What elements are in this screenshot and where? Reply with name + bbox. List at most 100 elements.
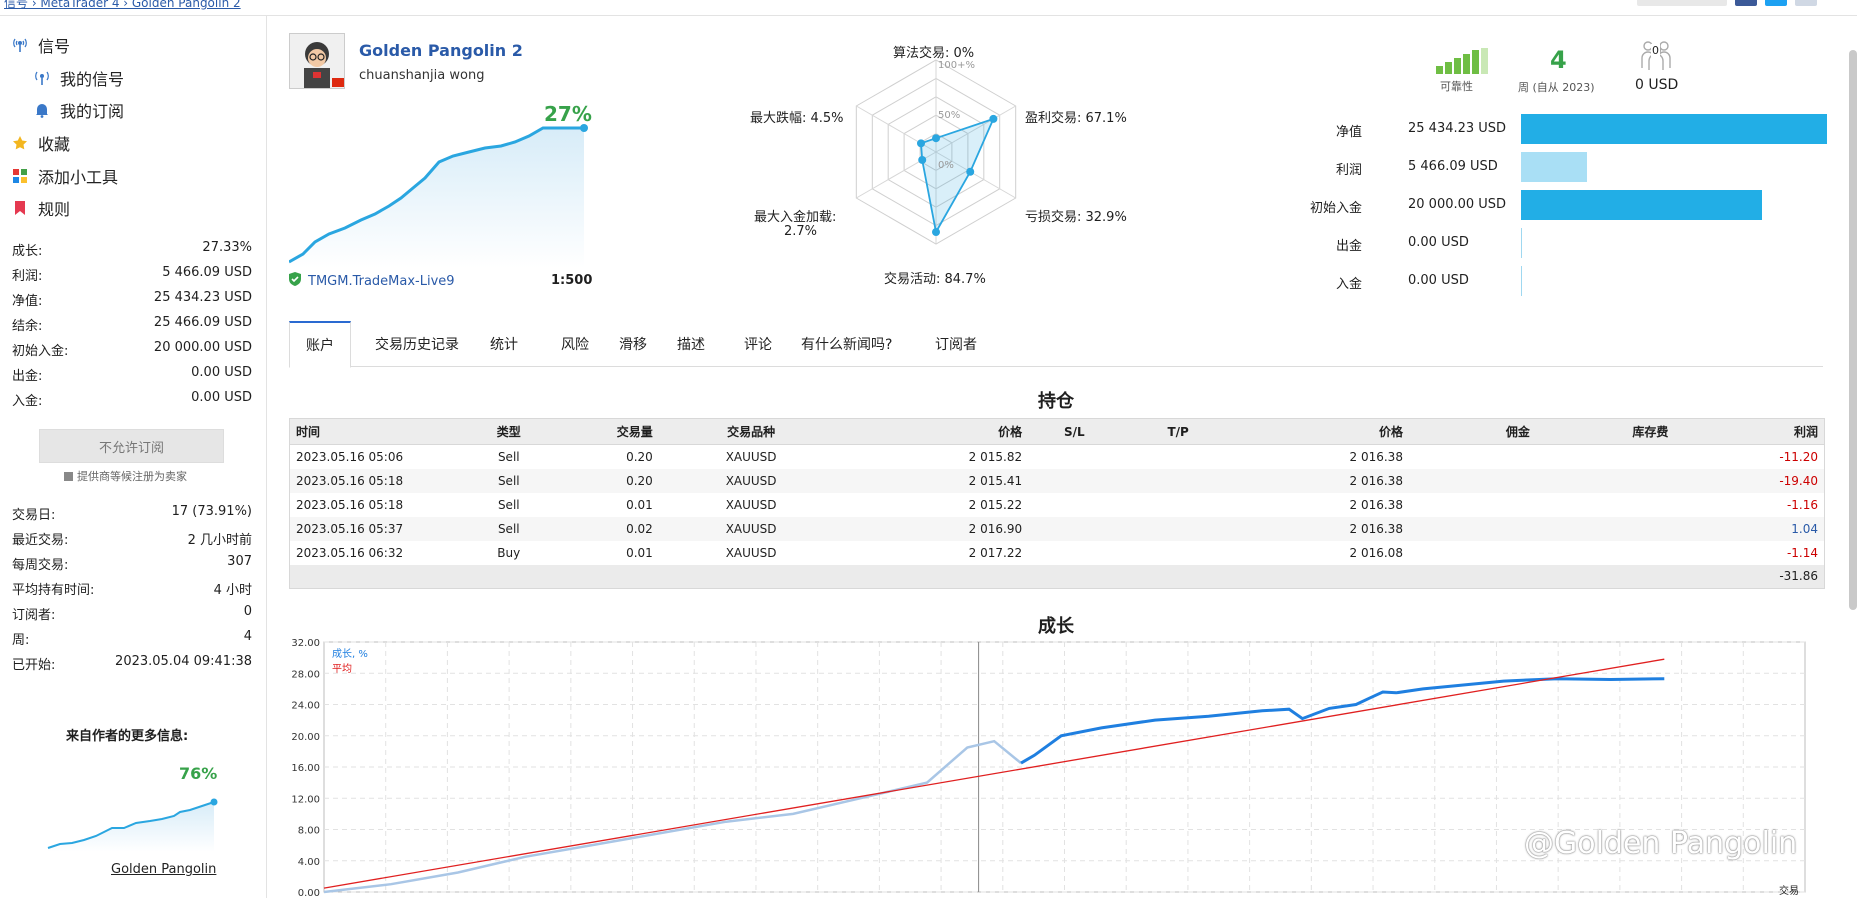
summary-bar-row: 利润 5 466.09 USD bbox=[1320, 152, 1820, 182]
tab-7[interactable]: 有什么新闻吗? bbox=[801, 337, 893, 353]
stats1-row: 出金: 0.00 USD bbox=[12, 365, 252, 384]
growth-chart[interactable]: 32.00 28.00 24.00 20.00 16.00 12.00 8.00 4.00 0.… bbox=[289, 636, 1825, 898]
radar-scale-0: 0% bbox=[938, 160, 954, 171]
tab-1[interactable]: 交易历史记录 bbox=[375, 337, 459, 353]
tab-2[interactable]: 统计 bbox=[490, 337, 518, 353]
broker-server[interactable]: TMGM.TradeMax-Live9 bbox=[288, 272, 455, 290]
growth-series bbox=[1020, 677, 1665, 765]
subscribe-note-text: 提供商等候注册为卖家 bbox=[77, 470, 187, 483]
table-cell: XAUUSD bbox=[725, 497, 777, 512]
twitter-icon[interactable] bbox=[1765, 0, 1787, 6]
table-cell bbox=[1120, 468, 1236, 493]
legend-growth: 成长, % bbox=[332, 649, 368, 660]
tab-6[interactable]: 评论 bbox=[744, 337, 772, 353]
stat-value: 0 bbox=[243, 604, 252, 619]
share-icon[interactable] bbox=[1795, 0, 1817, 6]
subscribe-note: 提供商等候注册为卖家 bbox=[64, 468, 187, 484]
sidebar-item-rules[interactable]: 规则 bbox=[12, 196, 70, 220]
facebook-icon[interactable] bbox=[1735, 0, 1757, 6]
tab-4[interactable]: 滑移 bbox=[619, 337, 647, 353]
table-cell: 2 017.22 bbox=[968, 545, 1023, 560]
table-row: 2023.05.16 05:06 Sell 0.20 XAUUSD 2 015.82 2 … bbox=[290, 445, 1825, 469]
table-row: 2023.05.16 05:18 Sell 0.01 XAUUSD 2 015.22 2 … bbox=[290, 493, 1825, 517]
bookmark-icon bbox=[12, 200, 28, 216]
radar-chart[interactable] bbox=[836, 52, 1036, 262]
summary-bar-value: 0.00 USD bbox=[1408, 273, 1469, 288]
stat-value: 25 434.23 USD bbox=[153, 290, 252, 305]
sidebar-item-signals[interactable]: 信号 bbox=[12, 33, 70, 57]
table-total-row: -31.86 bbox=[289, 564, 1825, 589]
table-cell: -1.16 bbox=[1786, 497, 1818, 512]
stats2-row: 最近交易: 2 几小时前 bbox=[12, 529, 252, 548]
stat-value: 2 几小时前 bbox=[187, 533, 252, 548]
stats1-row: 结余: 25 466.09 USD bbox=[12, 315, 252, 334]
y-tick-label: 0.00 bbox=[298, 888, 320, 898]
table-cell: 2023.05.16 05:37 bbox=[289, 516, 463, 541]
stat-label: 结余: bbox=[12, 319, 43, 334]
verified-icon bbox=[288, 272, 302, 290]
table-cell: 2 016.38 bbox=[1235, 468, 1409, 493]
breadcrumb[interactable]: 信号 › MetaTrader 4 › Golden Pangolin 2 bbox=[4, 0, 241, 10]
summary-bar-label: 入金 bbox=[1335, 277, 1362, 292]
stats2-row: 周: 4 bbox=[12, 629, 252, 648]
table-cell: XAUUSD bbox=[725, 449, 777, 464]
radar-label-algo: 算法交易: 0% bbox=[893, 46, 975, 61]
author-signal-link[interactable]: Golden Pangolin bbox=[111, 862, 217, 877]
stat-value: 0.00 USD bbox=[191, 390, 252, 405]
table-row: 2023.05.16 06:32 Buy 0.01 XAUUSD 2 017.22 2 0… bbox=[290, 541, 1825, 565]
page-scrollbar[interactable] bbox=[1849, 50, 1857, 610]
stat-value: 20 000.00 USD bbox=[153, 340, 252, 355]
sidebar-item-favorites[interactable]: 收藏 bbox=[12, 131, 70, 155]
growth-mini-chart[interactable] bbox=[289, 120, 589, 270]
table-cell bbox=[1535, 468, 1675, 493]
author-mini-chart[interactable] bbox=[40, 764, 220, 854]
table-row: 2023.05.16 05:37 Sell 0.02 XAUUSD 2 016.90 2 … bbox=[289, 516, 1825, 541]
reliability-label: 可靠性 bbox=[1440, 80, 1473, 93]
signal-name[interactable]: Golden Pangolin 2 bbox=[359, 41, 523, 60]
subscribers-value: 0 USD bbox=[1635, 77, 1679, 93]
tab-bar: 账户 交易历史记录 统计 风险 滑移 描述 评论 有什么新闻吗? 订阅者 bbox=[289, 321, 1823, 368]
table-cell: 2 016.90 bbox=[843, 516, 1029, 541]
table-cell: 0.01 bbox=[626, 497, 653, 512]
tab-3[interactable]: 风险 bbox=[561, 337, 589, 353]
sidebar-item-my-subscriptions[interactable]: 我的订阅 bbox=[34, 98, 124, 122]
avatar[interactable] bbox=[289, 33, 345, 89]
stats2-row: 已开始: 2023.05.04 09:41:38 bbox=[12, 654, 252, 673]
author-name[interactable]: chuanshanjia wong bbox=[359, 68, 485, 83]
summary-bar-row: 出金 0.00 USD bbox=[1320, 228, 1820, 258]
sidebar-item-label: 收藏 bbox=[38, 135, 71, 154]
stats1-row: 入金: 0.00 USD bbox=[12, 390, 252, 409]
summary-bar-row: 净值 25 434.23 USD bbox=[1320, 114, 1827, 144]
table-cell bbox=[1409, 445, 1536, 469]
y-tick-label: 8.00 bbox=[298, 826, 320, 837]
table-cell bbox=[1536, 445, 1674, 469]
top-bar: 信号 › MetaTrader 4 › Golden Pangolin 2 bbox=[0, 0, 1857, 16]
summary-bar-label: 出金 bbox=[1335, 239, 1362, 254]
sidebar-item-my-signals[interactable]: 我的信号 bbox=[34, 66, 124, 90]
summary-bar-row: 入金 0.00 USD bbox=[1320, 266, 1820, 296]
summary-bar-value: 20 000.00 USD bbox=[1408, 197, 1507, 212]
table-cell bbox=[1120, 541, 1235, 565]
toolbar-button[interactable] bbox=[1637, 0, 1727, 6]
stat-value: 5 466.09 USD bbox=[162, 265, 252, 280]
stats2-row: 每周交易: 307 bbox=[12, 554, 252, 573]
broker-name: TMGM.TradeMax-Live9 bbox=[308, 273, 455, 289]
col-header: 佣金 bbox=[1408, 418, 1536, 445]
tab-5[interactable]: 描述 bbox=[677, 337, 705, 353]
table-cell bbox=[1028, 541, 1120, 565]
subscribe-button[interactable]: 不允许订阅 bbox=[39, 429, 224, 463]
x-axis-label: 交易 bbox=[1779, 886, 1799, 897]
stats1-row: 初始入金: 20 000.00 USD bbox=[12, 340, 252, 359]
table-cell bbox=[1120, 493, 1235, 517]
table-cell bbox=[1028, 445, 1120, 469]
signal-growth: 27% bbox=[544, 102, 592, 126]
radar-label-profit-trades: 盈利交易: 67.1% bbox=[1025, 111, 1127, 126]
radar-label-deposit-load-value: 2.7% bbox=[784, 224, 818, 239]
info-icon bbox=[64, 471, 73, 481]
tab-8[interactable]: 订阅者 bbox=[935, 337, 977, 353]
sidebar-item-add-widgets[interactable]: 添加小工具 bbox=[12, 164, 118, 188]
subscribers-count: 0 bbox=[1651, 44, 1660, 57]
radar-scale-50: 50% bbox=[938, 110, 961, 121]
summary-bar-value: 0.00 USD bbox=[1408, 235, 1469, 250]
tab-0[interactable]: 账户 bbox=[289, 321, 351, 368]
